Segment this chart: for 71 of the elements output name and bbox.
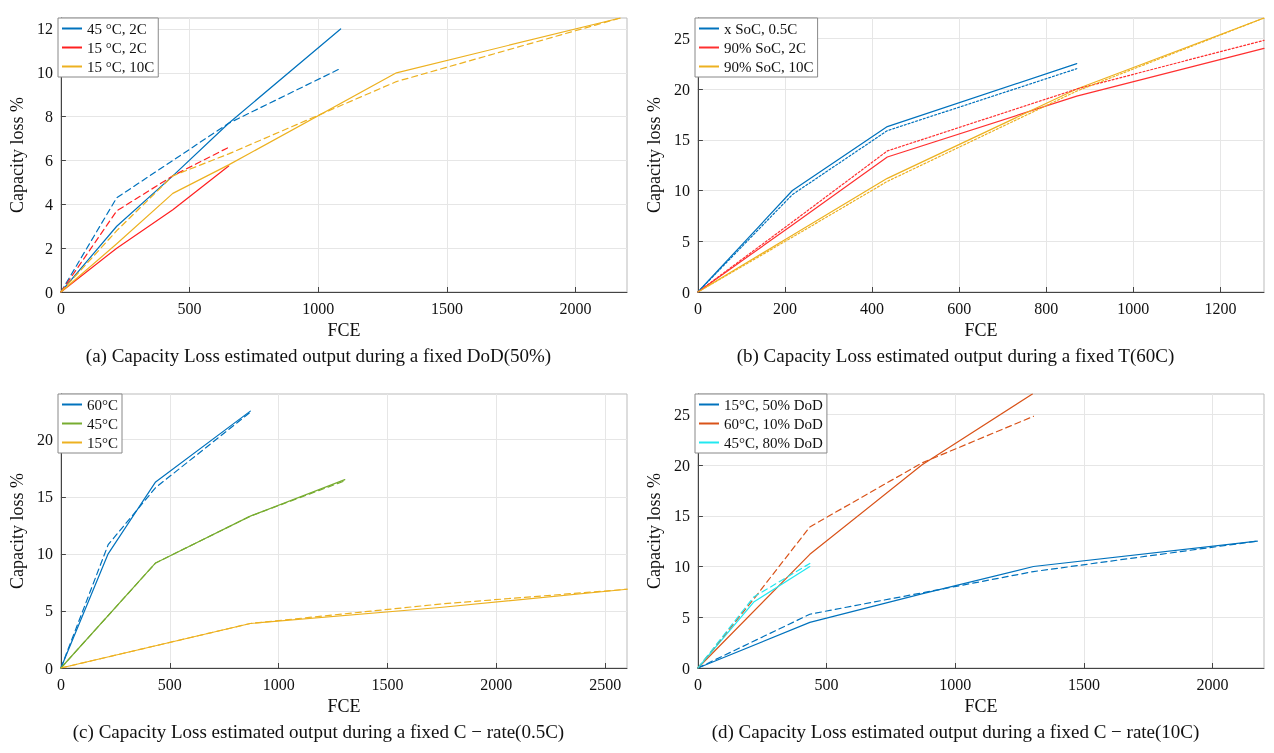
x-tick-label: 0 bbox=[56, 299, 65, 317]
legend-label: 15 °C, 2C bbox=[87, 39, 147, 56]
text: (a) Capacity Loss estimated output during a fixed DoD(50%) bbox=[85, 345, 552, 367]
x-axis-title: FCE bbox=[964, 319, 998, 340]
y-tick-label: 10 bbox=[673, 558, 690, 576]
x-tick-label: 1000 bbox=[262, 675, 295, 693]
y-tick-label: 8 bbox=[44, 108, 53, 126]
y-axis-title: Capacity loss % bbox=[644, 473, 664, 589]
y-tick-label: 15 bbox=[673, 507, 690, 525]
legend-label: x SoC, 0.5C bbox=[724, 20, 798, 37]
x-tick-label: 1500 bbox=[430, 299, 463, 317]
legend-label: 15°C bbox=[87, 434, 119, 451]
y-tick-label: 25 bbox=[673, 405, 690, 423]
x-tick-label: 500 bbox=[177, 299, 202, 317]
x-axis-title: FCE bbox=[964, 695, 998, 716]
x-tick-label: 1500 bbox=[1067, 675, 1100, 693]
x-tick-label: 2000 bbox=[1196, 675, 1229, 693]
y-tick-label: 20 bbox=[673, 456, 690, 474]
y-tick-label: 20 bbox=[673, 80, 690, 98]
x-tick-label: 600 bbox=[947, 299, 972, 317]
x-tick-label: 2500 bbox=[589, 675, 622, 693]
x-tick-label: 1200 bbox=[1204, 299, 1237, 317]
y-tick-label: 15 bbox=[673, 131, 690, 149]
x-axis-title: FCE bbox=[327, 695, 361, 716]
legend-label: 45 °C, 2C bbox=[87, 20, 147, 37]
x-tick-label: 1500 bbox=[371, 675, 404, 693]
y-tick-label: 5 bbox=[44, 602, 53, 620]
text: (b) Capacity Loss estimated output during a fixed T(60C) bbox=[736, 345, 1175, 367]
x-tick-label: 200 bbox=[772, 299, 797, 317]
x-tick-label: 500 bbox=[157, 675, 182, 693]
y-tick-label: 10 bbox=[36, 545, 53, 563]
y-axis-title: Capacity loss % bbox=[7, 473, 27, 589]
x-tick-label: 0 bbox=[693, 675, 702, 693]
text: (c) Capacity Loss estimated output during a fixed C − rate(0.5C) bbox=[72, 721, 565, 743]
y-tick-label: 10 bbox=[36, 64, 53, 82]
legend-label: 15 °C, 10C bbox=[87, 58, 155, 75]
x-tick-label: 800 bbox=[1034, 299, 1059, 317]
legend-label: 60°C bbox=[87, 396, 119, 413]
legend-label: 15°C, 50% DoD bbox=[724, 396, 824, 413]
x-tick-label: 0 bbox=[693, 299, 702, 317]
y-tick-label: 2 bbox=[44, 239, 53, 257]
y-tick-label: 0 bbox=[681, 283, 690, 301]
y-tick-label: 5 bbox=[681, 608, 690, 626]
y-tick-label: 15 bbox=[36, 488, 53, 506]
y-tick-label: 12 bbox=[36, 20, 53, 38]
x-tick-label: 0 bbox=[56, 675, 65, 693]
y-tick-label: 20 bbox=[36, 431, 53, 449]
y-tick-label: 0 bbox=[44, 659, 53, 677]
x-tick-label: 1000 bbox=[939, 675, 972, 693]
y-axis-title: Capacity loss % bbox=[7, 97, 27, 213]
x-tick-label: 500 bbox=[814, 675, 839, 693]
legend-label: 90% SoC, 10C bbox=[724, 58, 814, 75]
y-tick-label: 5 bbox=[681, 232, 690, 250]
x-tick-label: 2000 bbox=[559, 299, 592, 317]
legend-label: 45°C bbox=[87, 415, 119, 432]
x-tick-label: 400 bbox=[860, 299, 885, 317]
legend-label: 90% SoC, 2C bbox=[724, 39, 807, 56]
y-axis-title: Capacity loss % bbox=[644, 97, 664, 213]
y-tick-label: 0 bbox=[44, 283, 53, 301]
x-tick-label: 2000 bbox=[480, 675, 513, 693]
x-tick-label: 1000 bbox=[302, 299, 335, 317]
y-tick-label: 10 bbox=[673, 182, 690, 200]
y-tick-label: 25 bbox=[673, 29, 690, 47]
y-tick-label: 0 bbox=[681, 659, 690, 677]
text: (d) Capacity Loss estimated output during a fixed C − rate(10C) bbox=[711, 721, 1200, 743]
x-tick-label: 1000 bbox=[1117, 299, 1150, 317]
y-tick-label: 4 bbox=[44, 195, 53, 213]
y-tick-label: 6 bbox=[44, 151, 53, 169]
legend-label: 60°C, 10% DoD bbox=[724, 415, 824, 432]
legend-label: 45°C, 80% DoD bbox=[724, 434, 824, 451]
x-axis-title: FCE bbox=[327, 319, 361, 340]
